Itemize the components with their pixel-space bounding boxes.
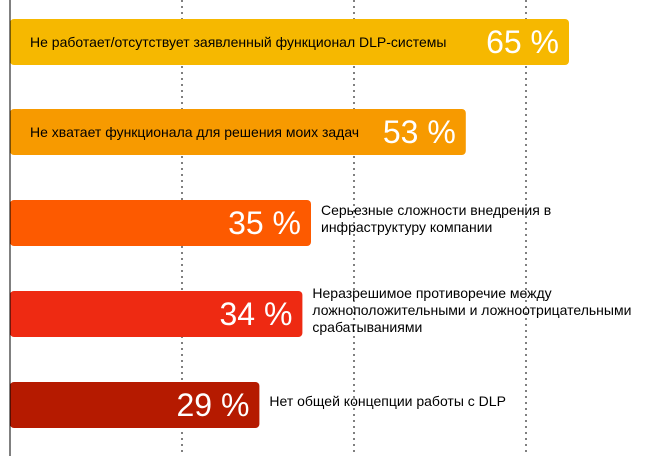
bar-value-label: 34 %	[219, 296, 292, 332]
category-label: Неразрешимое противоречие между ложнопол…	[312, 284, 632, 335]
bar-value-label: 29 %	[176, 387, 249, 423]
bar-5	[10, 382, 260, 428]
bar-2	[10, 109, 466, 155]
bar-value-label: 35 %	[228, 205, 301, 241]
category-label: Не работает/отсутствует заявленный функц…	[30, 34, 446, 50]
bar-3	[10, 200, 311, 246]
bar-4	[10, 291, 303, 337]
category-label: Нет общей концепции работы с DLP	[269, 392, 506, 409]
category-label: Не хватает функционала для решения моих …	[30, 124, 359, 140]
category-label: Серьезные сложности внедрения в инфрастр…	[321, 202, 552, 235]
bar-value-label: 65 %	[486, 24, 559, 60]
bar-value-label: 53 %	[383, 114, 456, 150]
bars: 65 % Не работает/отсутствует заявленный ф…	[10, 19, 569, 428]
bar-1	[10, 19, 569, 65]
